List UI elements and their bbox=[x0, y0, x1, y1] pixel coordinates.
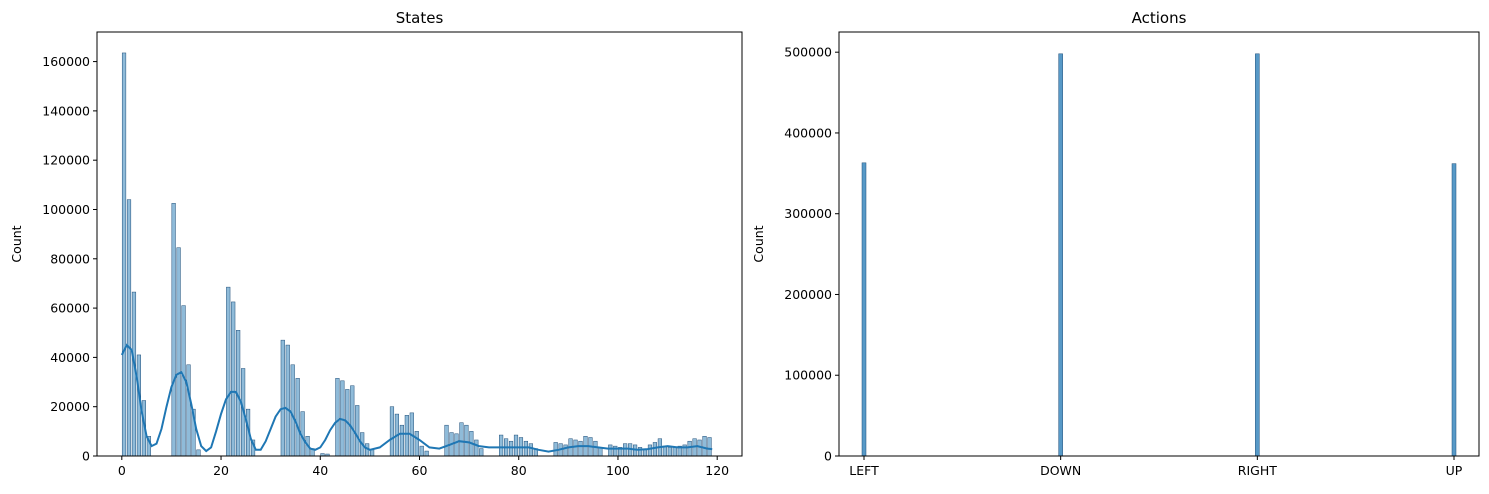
states-bar-78 bbox=[508, 440, 514, 457]
states-y-tick-label-60000: 60000 bbox=[50, 301, 90, 316]
states-bar-82 bbox=[528, 443, 533, 457]
actions-bar-down bbox=[1058, 53, 1063, 457]
actions-x-tick-label-right: RIGHT bbox=[1238, 463, 1277, 478]
actions-x-tick-label-up: UP bbox=[1446, 463, 1463, 478]
states-bar-34 bbox=[290, 364, 295, 457]
states-chart: States Count 0 20 40 60 80 100 120 0 20000 40000… bbox=[9, 9, 743, 478]
actions-y-axis-label: Count bbox=[751, 225, 766, 262]
states-x-tick-label-0: 0 bbox=[118, 463, 126, 478]
states-bar-22 bbox=[231, 301, 236, 457]
states-bar-10 bbox=[171, 203, 176, 457]
states-bar-92 bbox=[578, 440, 583, 457]
states-y-tick-label-100000: 100000 bbox=[42, 202, 90, 217]
states-bar-114 bbox=[687, 440, 692, 457]
states-y-tick-label-140000: 140000 bbox=[42, 103, 90, 118]
states-bar-110 bbox=[667, 447, 672, 457]
states-x-tick-label-120: 120 bbox=[705, 463, 729, 478]
states-x-tick-label-80: 80 bbox=[511, 463, 527, 478]
states-bar-43 bbox=[335, 378, 340, 457]
states-bar-35 bbox=[295, 378, 300, 457]
states-bar-50 bbox=[370, 449, 375, 457]
states-axes-frame bbox=[96, 31, 743, 457]
states-bar-81 bbox=[523, 440, 529, 457]
actions-y-tick-label-500000: 500000 bbox=[784, 45, 832, 60]
states-y-tick-label-20000: 20000 bbox=[50, 399, 90, 414]
states-bar-101 bbox=[623, 443, 628, 457]
states-x-tick-label-20: 20 bbox=[213, 463, 229, 478]
actions-y-tick-label-100000: 100000 bbox=[784, 368, 832, 383]
actions-bars bbox=[861, 53, 1457, 457]
actions-x-tick-label-down: DOWN bbox=[1040, 463, 1081, 478]
actions-bar-up bbox=[1451, 163, 1457, 457]
states-bar-111 bbox=[672, 447, 677, 457]
states-bar-68 bbox=[459, 422, 464, 457]
states-y-tick-label-40000: 40000 bbox=[50, 350, 90, 365]
states-x-ticks: 0 20 40 60 80 100 120 bbox=[118, 456, 729, 478]
states-bar-118 bbox=[707, 437, 712, 457]
actions-chart: Actions Count LEFT DOWN RIGHT UP 0 100000 200… bbox=[751, 9, 1480, 478]
states-bar-60 bbox=[419, 445, 424, 457]
states-bar-65 bbox=[444, 424, 449, 457]
states-bar-46 bbox=[350, 385, 355, 457]
states-y-axis-label: Count bbox=[9, 225, 24, 262]
states-y-tick-label-160000: 160000 bbox=[42, 54, 90, 69]
actions-y-tick-label-200000: 200000 bbox=[784, 287, 832, 302]
states-bar-21 bbox=[226, 286, 231, 457]
states-bar-79 bbox=[513, 434, 519, 457]
states-bars bbox=[121, 52, 712, 457]
states-bar-56 bbox=[399, 424, 404, 457]
states-bar-71 bbox=[474, 439, 479, 457]
states-bar-54 bbox=[389, 406, 395, 457]
states-bar-69 bbox=[464, 424, 469, 457]
states-bar-105 bbox=[642, 449, 648, 457]
states-bar-47 bbox=[355, 405, 360, 457]
actions-y-tick-label-300000: 300000 bbox=[784, 206, 832, 221]
actions-x-ticks: LEFT DOWN RIGHT UP bbox=[849, 456, 1463, 478]
states-bar-117 bbox=[702, 436, 707, 457]
states-bar-91 bbox=[573, 439, 578, 457]
states-bar-57 bbox=[404, 415, 409, 457]
states-x-tick-label-100: 100 bbox=[606, 463, 630, 478]
actions-axes-frame bbox=[838, 31, 1480, 457]
states-bar-11 bbox=[176, 247, 181, 457]
actions-y-ticks: 0 100000 200000 300000 400000 500000 bbox=[784, 45, 839, 464]
states-bar-1 bbox=[126, 199, 132, 457]
states-title: States bbox=[396, 9, 444, 27]
states-bar-61 bbox=[424, 450, 429, 457]
states-bar-67 bbox=[454, 433, 459, 457]
states-bar-32 bbox=[280, 339, 285, 457]
states-y-ticks: 0 20000 40000 60000 80000 100000 120000 140000 1… bbox=[42, 54, 97, 464]
states-kde-line bbox=[120, 343, 713, 453]
states-bar-72 bbox=[479, 448, 484, 457]
states-y-tick-label-80000: 80000 bbox=[50, 251, 90, 266]
actions-y-tick-label-0: 0 bbox=[824, 449, 832, 464]
states-y-tick-label-120000: 120000 bbox=[42, 153, 90, 168]
states-bar-59 bbox=[414, 431, 419, 457]
states-bar-13 bbox=[186, 364, 191, 457]
states-x-tick-label-40: 40 bbox=[312, 463, 328, 478]
states-bar-107 bbox=[652, 442, 658, 457]
states-x-tick-label-60: 60 bbox=[412, 463, 428, 478]
states-bar-0 bbox=[121, 52, 127, 457]
states-y-tick-label-0: 0 bbox=[82, 449, 90, 464]
states-bar-33 bbox=[285, 344, 290, 457]
actions-y-tick-label-400000: 400000 bbox=[784, 125, 832, 140]
states-bar-15 bbox=[196, 449, 201, 457]
states-bar-106 bbox=[647, 444, 653, 457]
states-bar-76 bbox=[499, 434, 504, 457]
actions-title: Actions bbox=[1132, 9, 1187, 27]
states-bar-98 bbox=[608, 444, 613, 457]
actions-bar-right bbox=[1255, 53, 1260, 457]
states-bar-95 bbox=[593, 440, 598, 457]
actions-bar-left bbox=[861, 162, 867, 457]
states-bar-89 bbox=[563, 444, 568, 457]
actions-x-tick-label-left: LEFT bbox=[849, 463, 879, 478]
